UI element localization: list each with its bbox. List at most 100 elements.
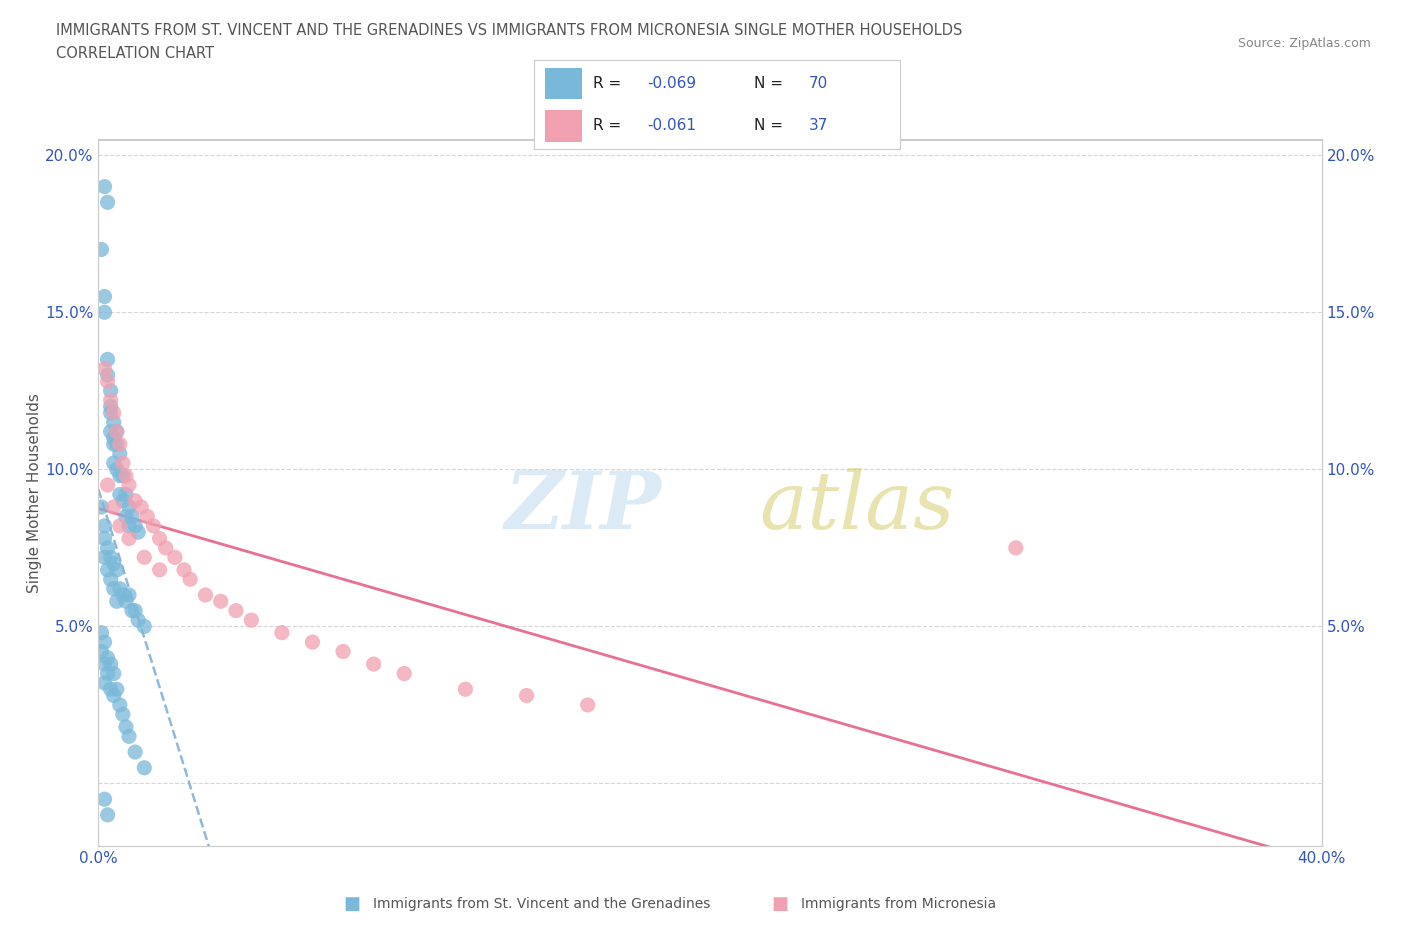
Text: IMMIGRANTS FROM ST. VINCENT AND THE GRENADINES VS IMMIGRANTS FROM MICRONESIA SIN: IMMIGRANTS FROM ST. VINCENT AND THE GREN… — [56, 23, 963, 38]
Point — [108, 698, 131, 712]
Text: Source: ZipAtlas.com: Source: ZipAtlas.com — [1237, 37, 1371, 50]
Point — [103, 499, 125, 514]
Point — [136, 509, 159, 524]
Point — [129, 499, 152, 514]
Point — [115, 487, 138, 502]
Point — [332, 644, 354, 659]
Point — [93, 179, 115, 194]
Point — [124, 493, 146, 508]
Point — [93, 550, 115, 565]
Point — [108, 518, 131, 533]
Text: -0.069: -0.069 — [648, 76, 697, 91]
Point — [115, 594, 138, 609]
Point — [105, 594, 128, 609]
Point — [97, 650, 120, 665]
Point — [121, 509, 143, 524]
Text: ■: ■ — [772, 895, 789, 913]
Point — [142, 518, 165, 533]
Point — [93, 791, 115, 806]
Point — [111, 588, 134, 603]
Point — [173, 563, 195, 578]
Point — [270, 625, 292, 640]
Point — [127, 525, 149, 539]
Point — [301, 634, 323, 649]
Point — [93, 634, 115, 649]
Point — [108, 468, 131, 483]
Point — [100, 550, 122, 565]
Point — [97, 540, 120, 555]
Point — [392, 666, 416, 681]
Point — [124, 745, 146, 760]
Point — [100, 405, 122, 420]
Point — [111, 456, 134, 471]
Point — [134, 761, 156, 776]
Text: N =: N = — [754, 76, 787, 91]
Point — [576, 698, 599, 712]
Point — [225, 604, 247, 618]
Point — [93, 362, 115, 377]
Point — [97, 478, 120, 493]
Text: R =: R = — [593, 118, 626, 133]
Point — [97, 195, 120, 210]
Point — [103, 415, 125, 430]
Point — [163, 550, 186, 565]
Point — [454, 682, 477, 697]
Bar — [546, 68, 582, 100]
Point — [209, 594, 232, 609]
Point — [194, 588, 217, 603]
Point — [103, 437, 125, 452]
Point — [97, 666, 120, 681]
Point — [149, 531, 172, 546]
Text: R =: R = — [593, 76, 626, 91]
Text: atlas: atlas — [759, 469, 955, 546]
Point — [127, 613, 149, 628]
Point — [100, 424, 122, 439]
Point — [97, 367, 120, 382]
Point — [103, 405, 125, 420]
Point — [100, 657, 122, 671]
Point — [105, 462, 128, 477]
Point — [179, 572, 201, 587]
Point — [93, 657, 115, 671]
Text: CORRELATION CHART: CORRELATION CHART — [56, 46, 214, 61]
Text: Immigrants from St. Vincent and the Grenadines: Immigrants from St. Vincent and the Gren… — [373, 897, 710, 911]
Point — [118, 729, 141, 744]
Text: -0.061: -0.061 — [648, 118, 696, 133]
Point — [103, 688, 125, 703]
Point — [134, 550, 156, 565]
Point — [105, 424, 128, 439]
Point — [118, 518, 141, 533]
Point — [111, 468, 134, 483]
Point — [97, 352, 120, 366]
Point — [93, 518, 115, 533]
Text: Immigrants from Micronesia: Immigrants from Micronesia — [801, 897, 997, 911]
Point — [115, 468, 138, 483]
Point — [115, 720, 138, 735]
Point — [100, 383, 122, 398]
Point — [100, 572, 122, 587]
Point — [118, 478, 141, 493]
Point — [90, 625, 112, 640]
Point — [103, 581, 125, 596]
Point — [108, 487, 131, 502]
Point — [108, 446, 131, 461]
Point — [124, 518, 146, 533]
Point — [516, 688, 538, 703]
Point — [111, 493, 134, 508]
Point — [97, 374, 120, 389]
Point — [118, 499, 141, 514]
Point — [100, 392, 122, 407]
Point — [105, 682, 128, 697]
Point — [93, 675, 115, 690]
Point — [93, 305, 115, 320]
Point — [118, 588, 141, 603]
Point — [108, 581, 131, 596]
Point — [149, 563, 172, 578]
Point — [90, 499, 112, 514]
Point — [115, 509, 138, 524]
Point — [90, 644, 112, 659]
Point — [100, 399, 122, 414]
Point — [103, 666, 125, 681]
Point — [121, 604, 143, 618]
Bar — [546, 110, 582, 141]
